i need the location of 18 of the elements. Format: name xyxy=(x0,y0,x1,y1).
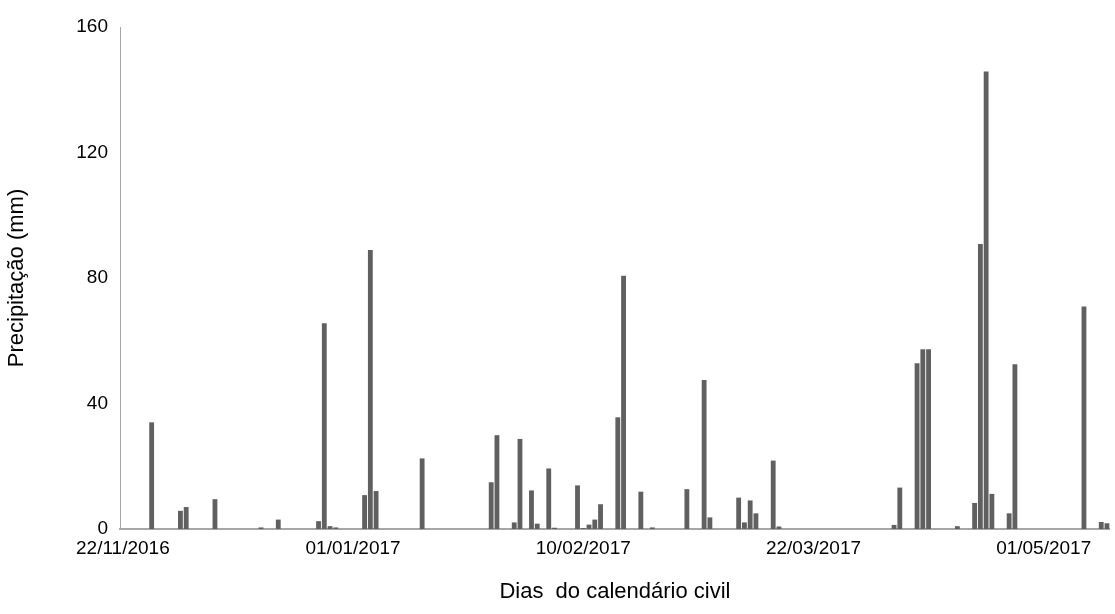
y-tick-label: 160 xyxy=(76,15,108,37)
bar xyxy=(954,526,960,529)
bar xyxy=(275,519,281,529)
y-tick-label: 120 xyxy=(76,140,108,162)
bar xyxy=(684,489,690,529)
bar xyxy=(419,458,425,529)
x-tick-label: 01/01/2017 xyxy=(305,536,401,558)
y-tick-label: 40 xyxy=(86,391,108,413)
x-tick-label: 22/03/2017 xyxy=(765,536,862,558)
bar xyxy=(638,491,644,529)
x-tick-label: 01/05/2017 xyxy=(996,536,1092,558)
y-tick-label: 0 xyxy=(97,517,108,539)
bar xyxy=(149,422,155,529)
x-tick-label: 10/02/2017 xyxy=(535,536,631,558)
x-axis-title: Dias do calendário civil xyxy=(499,577,731,603)
y-tick-label: 80 xyxy=(86,266,108,288)
y-axis-title: Precipitação (mm) xyxy=(3,188,29,368)
x-tick-label: 22/11/2016 xyxy=(76,536,170,558)
